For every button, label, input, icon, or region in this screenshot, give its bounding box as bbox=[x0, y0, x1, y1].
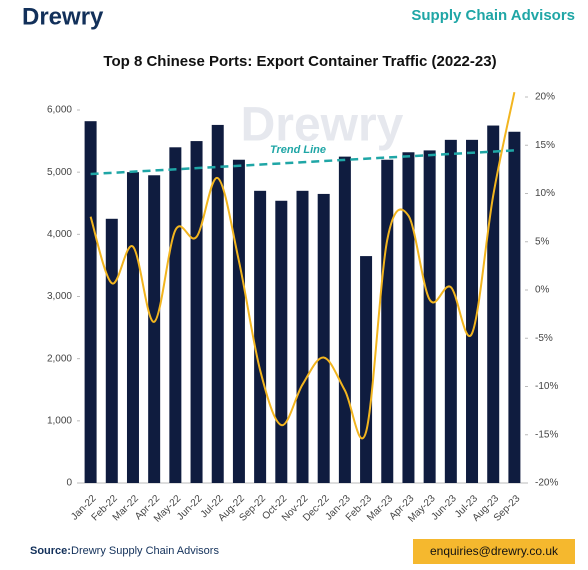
bar bbox=[296, 190, 309, 484]
y-tick-label: 5,000 bbox=[47, 167, 72, 178]
brand-logo: Drewry bbox=[22, 3, 104, 30]
bar bbox=[381, 159, 394, 483]
bar bbox=[126, 172, 139, 483]
y2-tick-label: -5% bbox=[535, 333, 553, 344]
y-tick-label: 1,000 bbox=[47, 415, 72, 426]
y2-tick-label: -20% bbox=[535, 478, 558, 489]
y2-tick-label: 15% bbox=[535, 140, 555, 151]
y2-tick-label: -10% bbox=[535, 381, 558, 392]
y2-tick-label: 20% bbox=[535, 92, 555, 103]
bar bbox=[211, 124, 224, 484]
bar bbox=[148, 175, 161, 483]
y-tick-label: 6,000 bbox=[47, 105, 72, 116]
trend-label: Trend Line bbox=[270, 144, 326, 156]
y-tick-label: 0 bbox=[66, 478, 72, 489]
bar bbox=[190, 141, 203, 484]
chart-title: Top 8 Chinese Ports: Export Container Tr… bbox=[103, 53, 496, 70]
bar bbox=[466, 139, 479, 483]
bar bbox=[402, 152, 415, 484]
y2-tick-label: -15% bbox=[535, 429, 558, 440]
tagline: Supply Chain Advisors bbox=[411, 7, 575, 24]
watermark: Drewry bbox=[241, 99, 404, 152]
bar bbox=[487, 125, 500, 484]
y-tick-label: 3,000 bbox=[47, 291, 72, 302]
source-label: Source: bbox=[30, 545, 71, 557]
bar bbox=[254, 190, 267, 484]
bar bbox=[317, 193, 330, 484]
source-text: Drewry Supply Chain Advisors bbox=[71, 545, 219, 557]
y2-tick-label: 0% bbox=[535, 285, 550, 296]
bar bbox=[360, 256, 373, 483]
y2-tick-label: 10% bbox=[535, 188, 555, 199]
bar bbox=[169, 147, 182, 484]
bar bbox=[105, 218, 118, 483]
y-tick-label: 2,000 bbox=[47, 353, 72, 364]
bar bbox=[423, 150, 436, 484]
bar bbox=[275, 200, 288, 483]
contact-box bbox=[413, 539, 575, 564]
bar bbox=[338, 156, 351, 483]
bar bbox=[444, 139, 457, 483]
trend-line bbox=[90, 149, 515, 176]
growth-line bbox=[89, 91, 516, 440]
bar bbox=[84, 121, 97, 483]
y2-tick-label: 5% bbox=[535, 236, 550, 247]
contact-email[interactable]: enquiries@drewry.co.uk bbox=[430, 544, 559, 558]
y-tick-label: 4,000 bbox=[47, 229, 72, 240]
bar bbox=[232, 159, 245, 483]
bar bbox=[508, 131, 521, 483]
